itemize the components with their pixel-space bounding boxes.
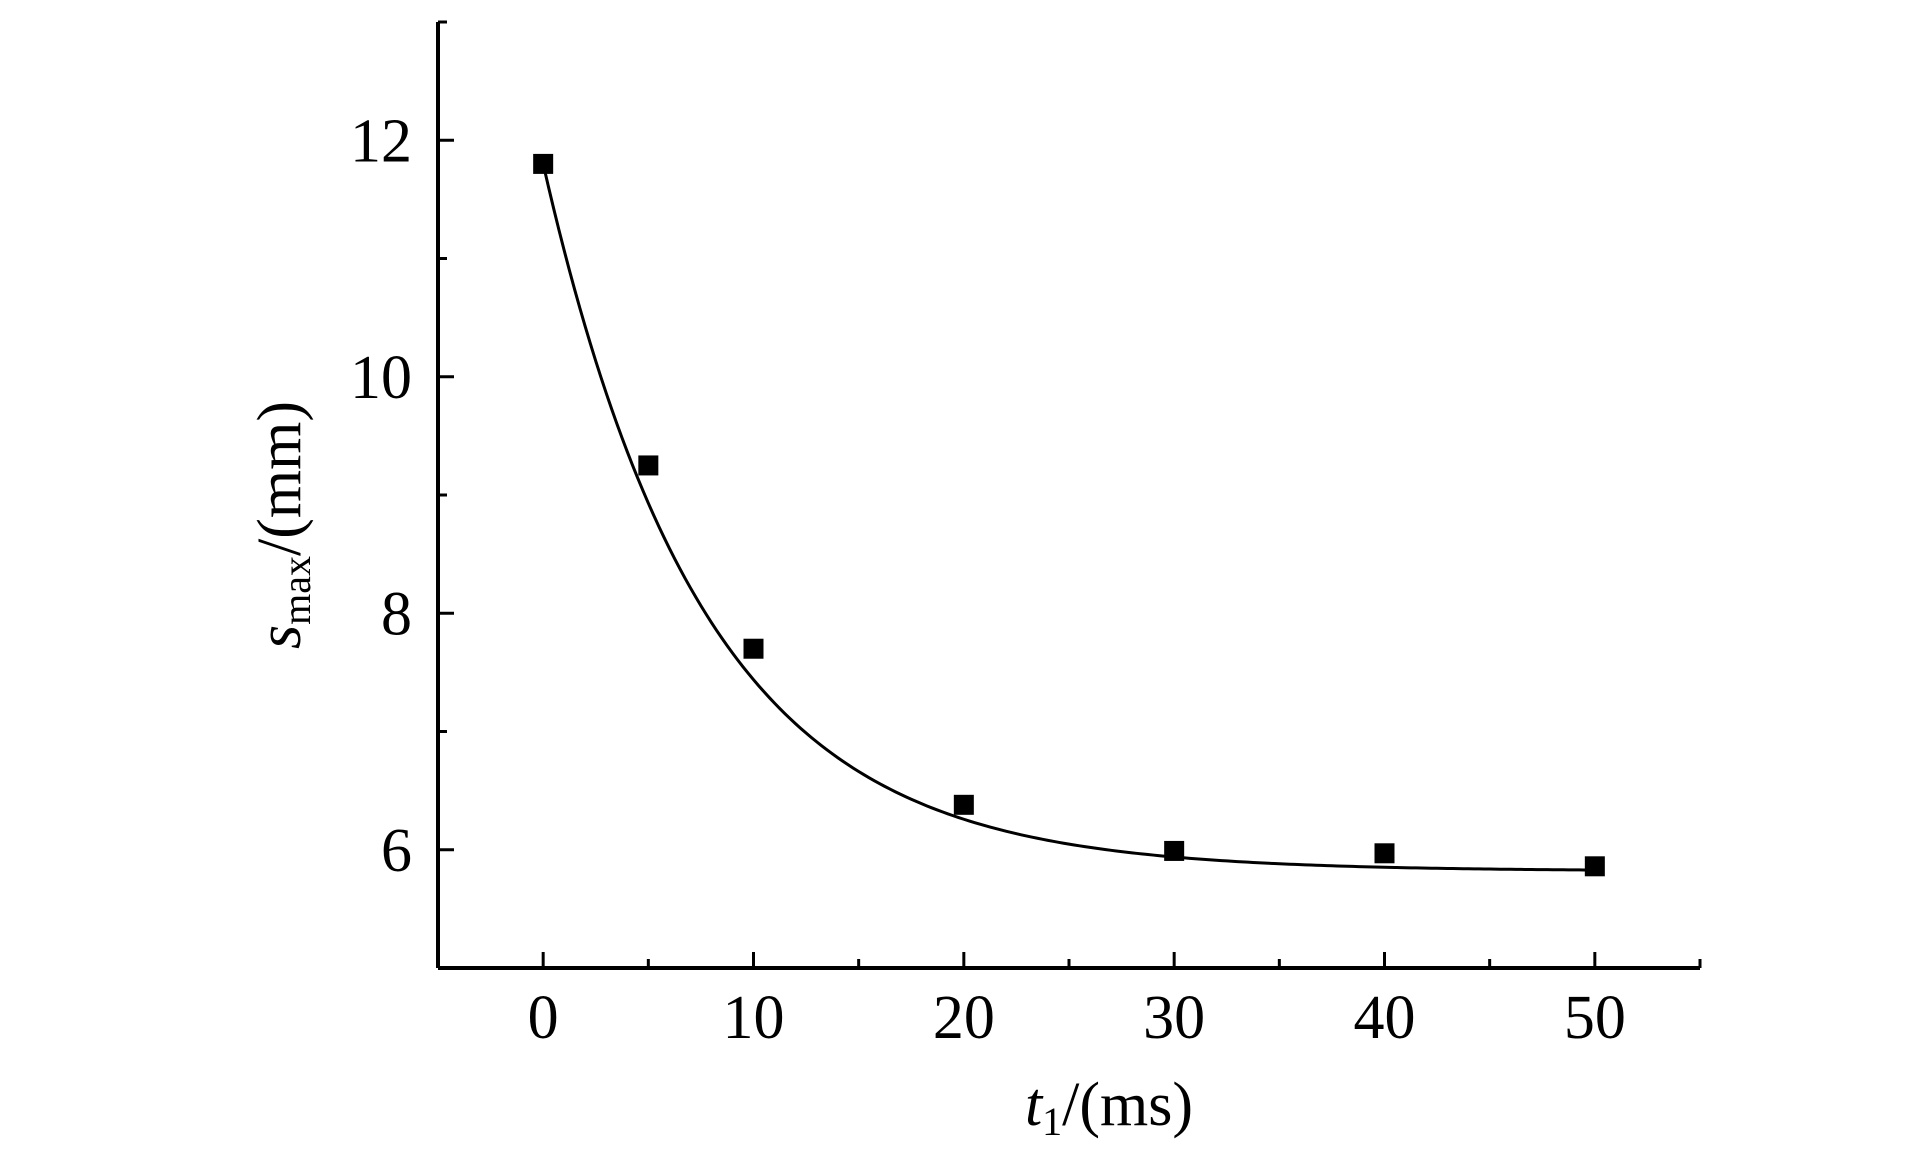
- data-point: [638, 455, 659, 476]
- y-tick-label: 8: [381, 580, 412, 648]
- axes: [436, 22, 1700, 970]
- y-axis-title: smax/(mm): [246, 401, 319, 649]
- tick-labels: 0 10 20 30 40 50 6 8 10 12: [350, 107, 1626, 1052]
- y-axis-var: s: [246, 625, 314, 649]
- y-axis-sub: max: [274, 556, 319, 625]
- x-axis-unit: /(ms): [1062, 1071, 1193, 1139]
- x-tick-label: 20: [933, 984, 995, 1052]
- y-tick-label: 6: [381, 817, 412, 885]
- x-axis-title: t1/(ms): [1025, 1071, 1193, 1144]
- data-point: [533, 153, 554, 174]
- x-axis-sub: 1: [1042, 1099, 1062, 1144]
- x-tick-label: 10: [723, 984, 785, 1052]
- data-markers: [533, 153, 1605, 877]
- data-point: [1374, 843, 1395, 864]
- y-tick-label: 10: [350, 344, 412, 412]
- data-point: [1584, 856, 1605, 877]
- y-tick-label: 12: [350, 107, 412, 175]
- data-point: [1164, 840, 1185, 861]
- x-tick-label: 0: [528, 984, 559, 1052]
- x-tick-label: 50: [1564, 984, 1626, 1052]
- y-axis-unit: /(mm): [246, 401, 314, 556]
- x-tick-label: 30: [1143, 984, 1205, 1052]
- x-axis-var: t: [1025, 1071, 1044, 1139]
- x-tick-label: 40: [1354, 984, 1416, 1052]
- fit-curve: [541, 163, 1595, 872]
- data-point: [953, 794, 974, 815]
- ticks: [436, 20, 1702, 970]
- data-point: [743, 638, 764, 659]
